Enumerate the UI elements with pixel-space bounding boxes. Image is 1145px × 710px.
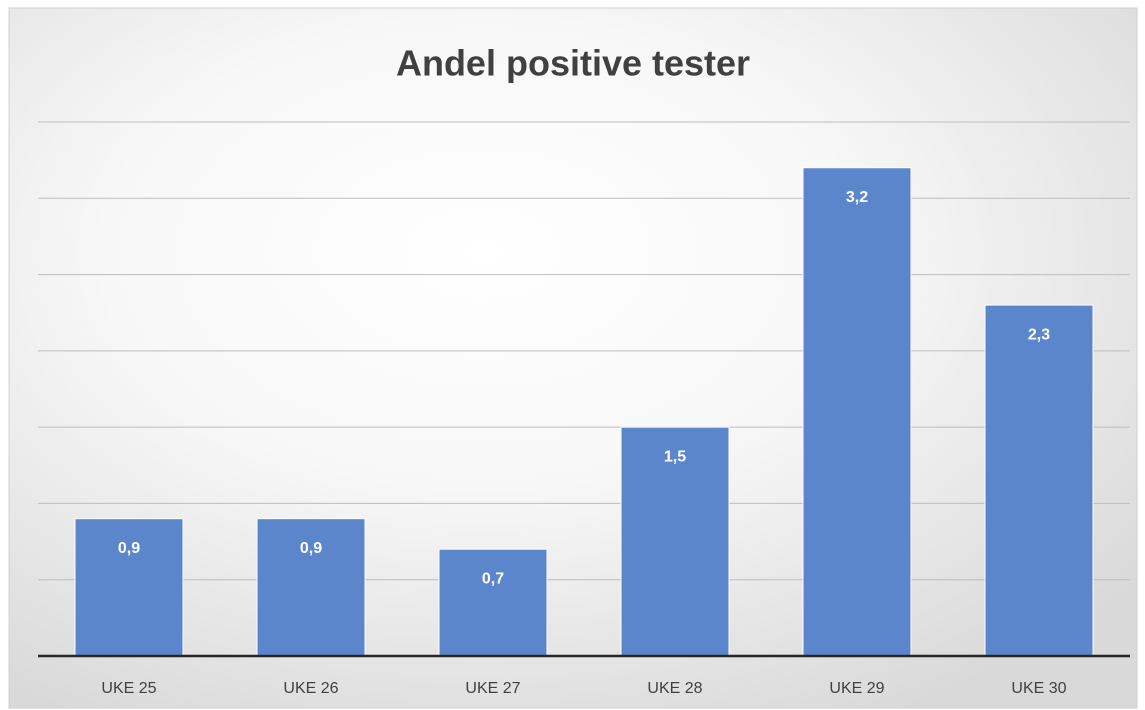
x-tick-label: UKE 27 bbox=[465, 680, 520, 697]
bar bbox=[74, 518, 184, 657]
bar bbox=[256, 518, 366, 657]
data-label: 3,2 bbox=[846, 189, 868, 206]
x-tick-label: UKE 28 bbox=[647, 680, 702, 697]
data-label: 1,5 bbox=[664, 448, 686, 465]
bar bbox=[984, 304, 1094, 657]
x-tick-label: UKE 25 bbox=[101, 680, 156, 697]
data-label: 0,9 bbox=[118, 540, 140, 557]
x-tick-label: UKE 30 bbox=[1011, 680, 1066, 697]
bar bbox=[620, 426, 730, 657]
x-tick-label: UKE 29 bbox=[829, 680, 884, 697]
chart-background bbox=[8, 7, 1138, 709]
x-tick-label: UKE 26 bbox=[283, 680, 338, 697]
chart-title: Andel positive tester bbox=[396, 43, 750, 84]
data-label: 0,7 bbox=[482, 570, 504, 587]
data-label: 0,9 bbox=[300, 540, 322, 557]
bar bbox=[802, 167, 912, 657]
data-label: 2,3 bbox=[1028, 326, 1050, 343]
bar bbox=[438, 548, 548, 657]
